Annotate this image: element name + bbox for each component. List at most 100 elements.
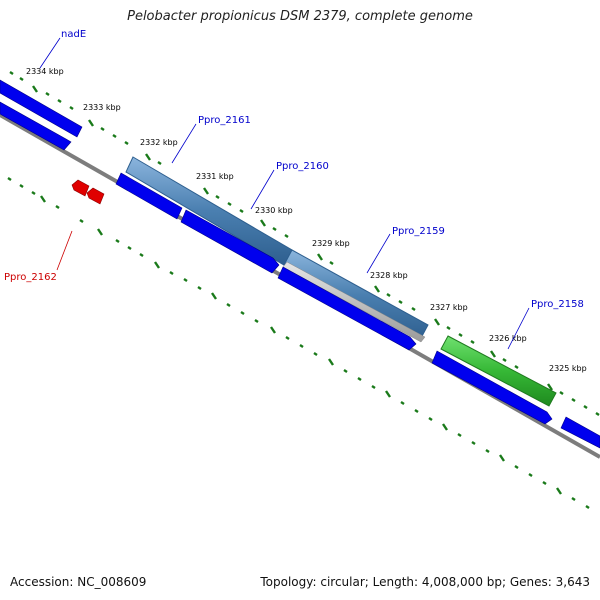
tick-mark (31, 191, 36, 195)
gene-label-ppro-2161[interactable]: Ppro_2161 (198, 115, 251, 126)
cds-arrow-reverse[interactable] (86, 187, 105, 205)
tick-label-2334: 2334 kbp (26, 67, 64, 76)
tick-mark (458, 333, 463, 337)
tick-mark (571, 398, 576, 402)
tick-mark-major (97, 228, 103, 236)
tick-mark (139, 253, 144, 257)
reverse-cds-track (71, 179, 105, 205)
cds-arrow[interactable] (180, 209, 280, 274)
tick-mark-major (88, 119, 94, 127)
tick-mark-major (270, 326, 276, 334)
tick-mark-major (40, 195, 46, 203)
tick-mark-major (260, 219, 266, 227)
tick-mark (169, 271, 174, 275)
tick-mark (227, 202, 232, 206)
tick-mark-major (32, 85, 38, 93)
gene-label-ppro-2162[interactable]: Ppro_2162 (4, 272, 57, 283)
tick-label-2330: 2330 kbp (255, 206, 293, 215)
tick-mark (357, 377, 362, 381)
tick-mark (285, 336, 290, 340)
tick-mark (559, 391, 564, 395)
connector-ppro-2159 (366, 233, 391, 274)
gene-label-nadE[interactable]: nadE (61, 29, 86, 40)
tick-label-2325: 2325 kbp (549, 364, 587, 373)
tick-mark (343, 369, 348, 373)
connector-ppro-2160 (250, 169, 275, 210)
tick-mark (585, 505, 590, 509)
outer-tick-ring (9, 71, 600, 416)
tick-mark (414, 409, 419, 413)
tick-label-2327: 2327 kbp (430, 303, 468, 312)
tick-mark (7, 177, 12, 181)
tick-mark (100, 127, 105, 131)
tick-mark (127, 246, 132, 250)
connector-ppro-2162 (56, 230, 73, 271)
tick-mark (470, 340, 475, 344)
tick-mark-major (434, 318, 440, 326)
tick-mark (542, 481, 547, 485)
tick-mark (595, 412, 600, 416)
tick-mark-major (211, 292, 217, 300)
tick-mark (112, 134, 117, 138)
tick-mark-major (442, 423, 448, 431)
cds-arrow[interactable] (431, 350, 553, 425)
cds-arrow[interactable] (277, 266, 417, 351)
tick-mark-major (490, 350, 496, 358)
tick-mark-major (547, 383, 553, 391)
tick-mark (226, 303, 231, 307)
tick-mark (400, 401, 405, 405)
tick-mark-major (499, 454, 505, 462)
tick-mark (299, 344, 304, 348)
tick-mark (571, 497, 576, 501)
tick-label-2328: 2328 kbp (370, 271, 408, 280)
tick-mark (371, 385, 376, 389)
tick-mark-major (145, 153, 151, 161)
highlight-bar-ppro-2159[interactable] (283, 249, 429, 341)
cds-arrow[interactable] (0, 79, 83, 138)
tick-mark (514, 465, 519, 469)
highlight-bar-ppro-2158[interactable] (440, 335, 557, 407)
gene-label-ppro-2160[interactable]: Ppro_2160 (276, 161, 329, 172)
tick-mark (69, 106, 74, 110)
tick-mark (329, 261, 334, 265)
connector-nadE (39, 37, 61, 69)
tick-mark-major (317, 253, 323, 261)
tick-mark (183, 278, 188, 282)
forward-cds-track (0, 79, 600, 449)
genome-summary-text: Topology: circular; Length: 4,008,000 bp… (260, 575, 590, 589)
tick-mark-major (203, 187, 209, 195)
page-title: Pelobacter propionicus DSM 2379, complet… (127, 9, 473, 24)
tick-mark (115, 239, 120, 243)
gene-label-ppro-2158[interactable]: Ppro_2158 (531, 299, 584, 310)
connector-ppro-2161 (171, 123, 197, 164)
cds-arrow[interactable] (0, 101, 72, 151)
cds-arrow[interactable] (560, 416, 600, 449)
tick-mark (197, 286, 202, 290)
tick-mark (240, 311, 245, 315)
gene-label-ppro-2159[interactable]: Ppro_2159 (392, 226, 445, 237)
tick-mark (428, 417, 433, 421)
tick-mark (124, 141, 129, 145)
tick-label-2332: 2332 kbp (140, 138, 178, 147)
tick-mark (528, 473, 533, 477)
tick-mark (272, 227, 277, 231)
tick-mark (19, 77, 24, 81)
tick-mark (386, 293, 391, 297)
tick-mark (514, 365, 519, 369)
tick-mark (9, 71, 14, 75)
tick-label-2331: 2331 kbp (196, 172, 234, 181)
connector-ppro-2158 (507, 307, 530, 350)
tick-mark (45, 92, 50, 96)
tick-mark (502, 358, 507, 362)
highlight-bar-ppro-2160[interactable] (282, 261, 426, 343)
tick-mark (457, 433, 462, 437)
tick-mark (79, 219, 84, 223)
tick-mark (215, 195, 220, 199)
tick-mark-major (328, 358, 334, 366)
cds-arrow-reverse[interactable] (71, 179, 90, 197)
accession-text: Accession: NC_008609 (10, 575, 147, 589)
cds-arrow[interactable] (115, 172, 183, 220)
tick-mark (157, 161, 162, 165)
